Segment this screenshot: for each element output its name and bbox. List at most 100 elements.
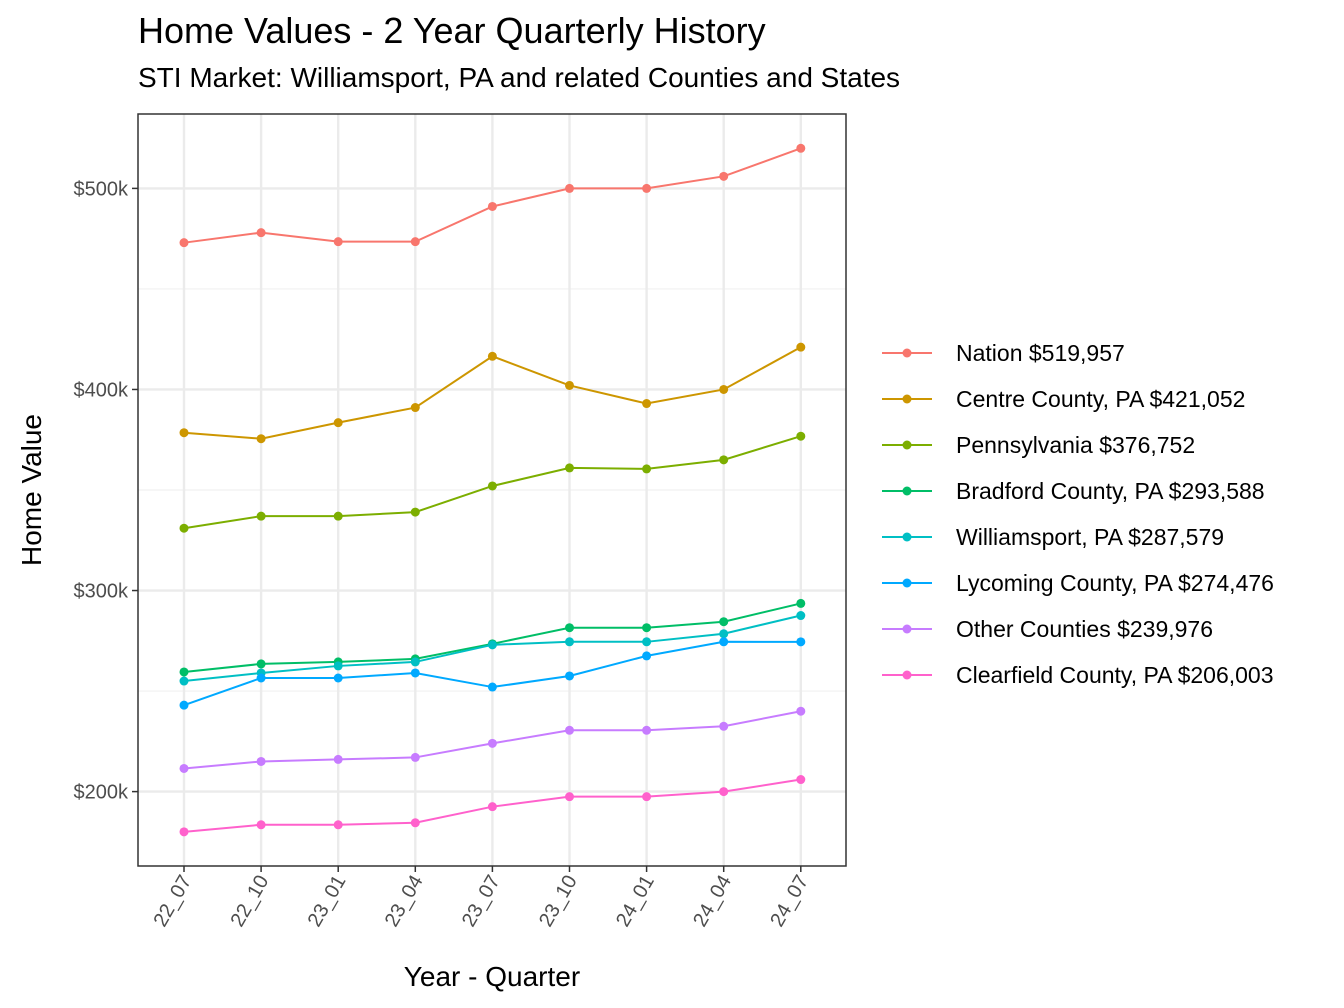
data-point (565, 637, 574, 647)
data-point (410, 668, 420, 678)
legend-item: Centre County, PA $421,052 (878, 376, 1274, 422)
data-point (719, 455, 729, 465)
data-point (179, 667, 189, 677)
series (179, 706, 806, 773)
data-point (410, 507, 420, 517)
data-point (410, 403, 420, 413)
data-point (796, 143, 806, 153)
legend-label: Williamsport, PA $287,579 (956, 523, 1225, 550)
data-point (333, 418, 343, 428)
data-point (642, 651, 652, 661)
legend-label: Pennsylvania $376,752 (956, 431, 1196, 458)
legend-item: Nation $519,957 (878, 330, 1274, 376)
data-point (719, 721, 729, 731)
y-axis: $200k $300k $400k $500k (74, 178, 138, 804)
data-point (179, 827, 189, 837)
series (179, 611, 806, 686)
y-axis-title: Home Value (16, 414, 47, 566)
x-tick-label: 24_04 (689, 872, 736, 931)
legend-label: Bradford County, PA $293,588 (956, 477, 1265, 504)
series (179, 637, 806, 710)
data-point (565, 623, 574, 633)
data-point (719, 637, 729, 647)
x-axis: 22_07 22_10 23_01 23_04 23_07 23_10 24_01 24_04… (149, 866, 813, 931)
data-point (333, 237, 343, 247)
data-point (487, 682, 497, 692)
legend-item: Williamsport, PA $287,579 (878, 514, 1274, 560)
data-point (796, 342, 806, 352)
legend-label: Nation $519,957 (956, 339, 1125, 366)
data-point (565, 380, 574, 390)
data-point (642, 464, 652, 474)
y-tick-label: $300k (74, 581, 129, 603)
data-point (796, 431, 806, 441)
legend-key (878, 376, 936, 422)
data-point (719, 787, 729, 797)
data-point (796, 775, 806, 785)
data-point (256, 673, 266, 683)
data-point (256, 756, 266, 766)
legend-key (878, 422, 936, 468)
data-point (487, 738, 497, 748)
data-point (565, 183, 574, 193)
legend-key (878, 560, 936, 606)
data-point (719, 629, 729, 639)
data-point (179, 763, 189, 773)
data-point (565, 792, 574, 802)
data-point (179, 523, 189, 533)
data-point (642, 792, 652, 802)
x-tick-label: 23_10 (535, 872, 582, 931)
data-point (487, 351, 497, 361)
data-point (410, 657, 420, 667)
data-point (333, 820, 343, 830)
legend-label: Other Counties $239,976 (956, 615, 1214, 642)
data-point (565, 725, 574, 735)
series (179, 143, 806, 248)
x-axis-title: Year - Quarter (404, 961, 580, 992)
data-point (487, 640, 497, 650)
legend-label: Clearfield County, PA $206,003 (956, 661, 1274, 688)
x-tick-label: 22_07 (149, 872, 196, 931)
legend: Nation $519,957 Centre County, PA $421,05… (878, 330, 1274, 698)
data-point (719, 171, 729, 181)
data-point (256, 820, 266, 830)
data-point (796, 611, 806, 621)
legend-item: Pennsylvania $376,752 (878, 422, 1274, 468)
data-point (179, 676, 189, 686)
legend-item: Clearfield County, PA $206,003 (878, 652, 1274, 698)
data-point (719, 384, 729, 394)
data-point (642, 725, 652, 735)
data-point (565, 463, 574, 473)
x-tick-label: 23_04 (381, 872, 428, 931)
x-tick-label: 24_01 (612, 872, 659, 931)
legend-key (878, 468, 936, 514)
data-point (410, 818, 420, 828)
y-tick-label: $200k (74, 782, 129, 804)
data-point (256, 511, 266, 521)
data-point (487, 802, 497, 812)
data-point (796, 598, 806, 608)
data-point (642, 183, 652, 193)
data-point (410, 752, 420, 762)
legend-item: Bradford County, PA $293,588 (878, 468, 1274, 514)
data-point (642, 623, 652, 633)
series (179, 342, 806, 444)
data-point (487, 201, 497, 211)
data-point (565, 671, 574, 681)
legend-label: Centre County, PA $421,052 (956, 385, 1246, 412)
data-point (487, 481, 497, 491)
data-point (256, 434, 266, 444)
series-layer (179, 143, 806, 837)
x-tick-label: 23_07 (458, 872, 505, 931)
data-point (410, 237, 420, 247)
data-point (179, 238, 189, 248)
legend-key (878, 514, 936, 560)
data-point (333, 661, 343, 671)
data-point (256, 228, 266, 238)
data-point (333, 754, 343, 764)
x-tick-label: 24_07 (766, 872, 813, 931)
data-point (179, 428, 189, 438)
series (179, 775, 806, 837)
legend-key (878, 330, 936, 376)
y-tick-label: $500k (74, 178, 129, 200)
